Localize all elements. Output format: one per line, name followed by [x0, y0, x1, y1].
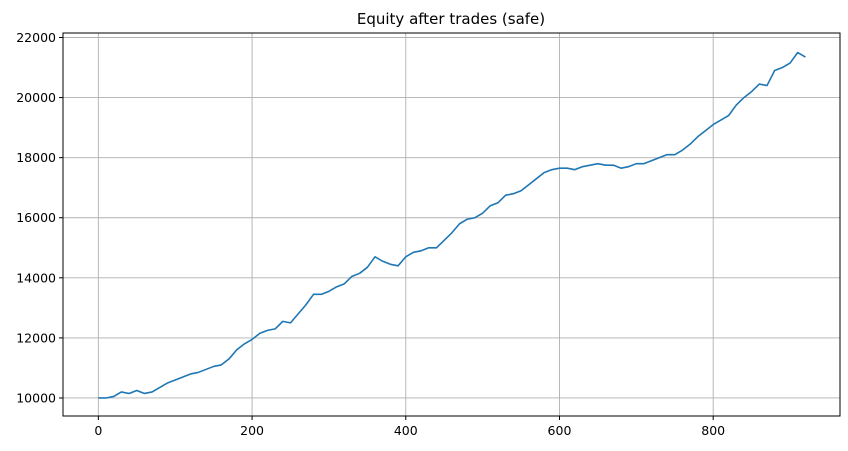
y-tick-label: 22000 [16, 30, 56, 45]
x-tick-label: 600 [548, 423, 572, 438]
x-tick-label: 800 [701, 423, 725, 438]
y-tick-label: 20000 [16, 90, 56, 105]
y-tick-label: 10000 [16, 390, 56, 405]
x-tick-label: 200 [240, 423, 264, 438]
x-axis: 0 200 400 600 800 [94, 416, 725, 438]
plot-frame [62, 32, 841, 417]
x-tick-label: 400 [394, 423, 418, 438]
y-tick-label: 16000 [16, 210, 56, 225]
equity-series-line [98, 51, 806, 399]
grid [63, 33, 840, 416]
y-tick-label: 12000 [16, 330, 56, 345]
series-layer [98, 51, 806, 399]
y-tick-label: 14000 [16, 270, 56, 285]
y-axis: 10000 12000 14000 16000 18000 20000 22000 [16, 30, 63, 405]
y-tick-label: 18000 [16, 150, 56, 165]
chart-title: Equity after trades (safe) [357, 10, 545, 28]
x-tick-label: 0 [94, 423, 102, 438]
